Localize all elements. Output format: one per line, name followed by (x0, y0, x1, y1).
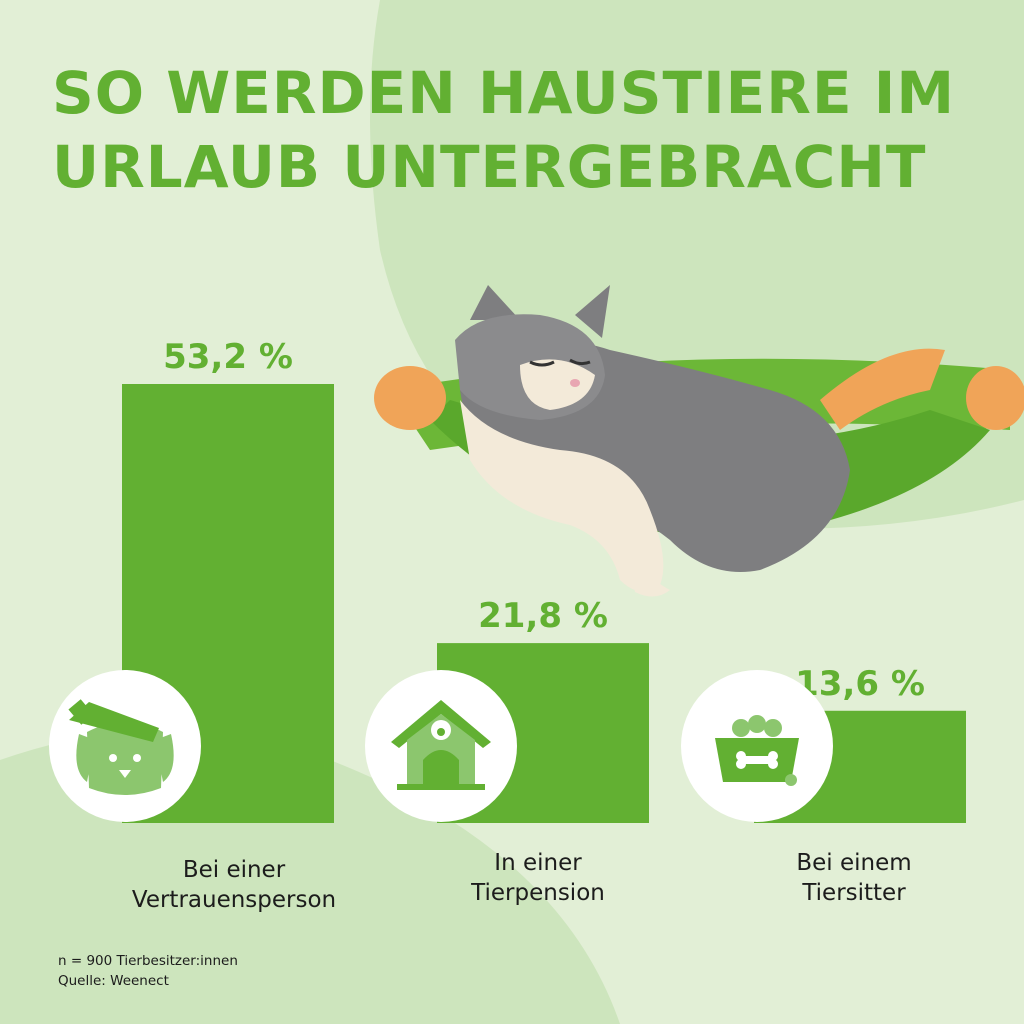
cat-hammock-illustration (374, 285, 1024, 597)
cat-paw (625, 550, 670, 597)
source-note: Quelle: Weenect (58, 973, 169, 989)
dog-house-icon (365, 670, 517, 822)
footnote: n = 900 Tierbesitzer:innen Quelle: Weene… (58, 951, 238, 991)
dog-pet-hand-icon (49, 670, 201, 822)
icon-circle-3 (681, 670, 833, 822)
cat-nose (570, 379, 580, 387)
cat-ear-right (575, 285, 610, 338)
value-label-2: 21,8 % (478, 596, 608, 636)
title-line-1: SO WERDEN HAUSTIERE IM (52, 59, 956, 127)
title-line-2: URLAUB UNTERGEBRACHT (52, 133, 927, 201)
icon-circle-2 (365, 670, 517, 822)
value-label-1: 53,2 % (163, 337, 293, 377)
cat-muzzle (520, 359, 595, 410)
right-roll (966, 366, 1024, 430)
cat-ear-left (470, 285, 520, 320)
category-label-1: Bei einer Vertrauensperson (131, 857, 337, 913)
sample-note: n = 900 Tierbesitzer:innen (58, 953, 238, 969)
icon-circle-1 (49, 670, 201, 822)
cat-chest (460, 400, 664, 592)
category-label-3: Bei einem Tiersitter (796, 850, 912, 906)
page-title: SO WERDEN HAUSTIERE IM URLAUB UNTERGEBRA… (52, 56, 1012, 204)
pillow (820, 348, 945, 430)
left-roll (374, 366, 446, 430)
pet-food-bowl-icon (681, 670, 833, 822)
category-label-2: In einer Tierpension (471, 850, 605, 906)
value-label-3: 13,6 % (795, 664, 925, 704)
